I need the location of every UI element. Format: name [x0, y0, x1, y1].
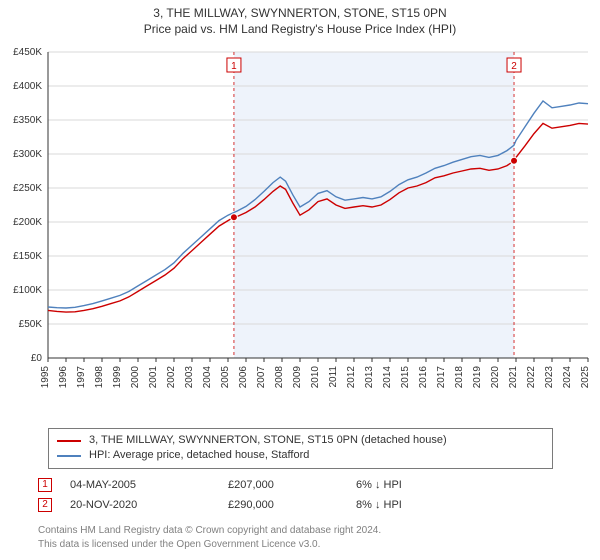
svg-text:£250K: £250K [13, 183, 42, 194]
legend-row: HPI: Average price, detached house, Staf… [57, 448, 544, 463]
sale-marker-icon: 2 [38, 498, 52, 512]
svg-text:2010: 2010 [310, 366, 321, 389]
sale-delta: 8% ↓ HPI [356, 499, 456, 511]
svg-text:2016: 2016 [418, 366, 429, 389]
svg-text:2012: 2012 [346, 366, 357, 389]
svg-text:£450K: £450K [13, 47, 42, 58]
svg-text:2009: 2009 [292, 366, 303, 389]
chart-svg: £0 £50K £100K £150K £200K £250K £300K £350K £400… [0, 44, 600, 414]
svg-text:2002: 2002 [166, 366, 177, 389]
svg-text:£0: £0 [31, 353, 43, 364]
attribution-line: This data is licensed under the Open Gov… [38, 538, 578, 552]
attribution-line: Contains HM Land Registry data © Crown c… [38, 524, 578, 538]
svg-text:1: 1 [231, 61, 237, 72]
svg-text:2022: 2022 [526, 366, 537, 389]
svg-text:£150K: £150K [13, 251, 42, 262]
legend-text: 3, THE MILLWAY, SWYNNERTON, STONE, ST15 … [89, 433, 447, 448]
sale-row: 1 04-MAY-2005 £207,000 6% ↓ HPI [38, 478, 558, 492]
svg-text:2019: 2019 [472, 366, 483, 389]
svg-text:2024: 2024 [562, 366, 573, 389]
legend-box: 3, THE MILLWAY, SWYNNERTON, STONE, ST15 … [48, 428, 553, 469]
sale-marker-icon: 1 [38, 478, 52, 492]
svg-text:2021: 2021 [508, 366, 519, 389]
legend-row: 3, THE MILLWAY, SWYNNERTON, STONE, ST15 … [57, 433, 544, 448]
svg-text:2007: 2007 [256, 366, 267, 389]
svg-text:£100K: £100K [13, 285, 42, 296]
svg-text:2003: 2003 [184, 366, 195, 389]
svg-text:2: 2 [511, 61, 517, 72]
svg-text:2018: 2018 [454, 366, 465, 389]
svg-text:2001: 2001 [148, 366, 159, 389]
svg-text:2005: 2005 [220, 366, 231, 389]
chart-area: £0 £50K £100K £150K £200K £250K £300K £350K £400… [0, 44, 600, 414]
svg-text:£300K: £300K [13, 149, 42, 160]
svg-text:2015: 2015 [400, 366, 411, 389]
svg-text:£50K: £50K [19, 319, 43, 330]
svg-text:£400K: £400K [13, 81, 42, 92]
chart-titles: 3, THE MILLWAY, SWYNNERTON, STONE, ST15 … [0, 0, 600, 36]
svg-text:£350K: £350K [13, 115, 42, 126]
svg-text:2014: 2014 [382, 366, 393, 389]
svg-text:1997: 1997 [76, 366, 87, 389]
svg-text:2004: 2004 [202, 366, 213, 389]
sale-row: 2 20-NOV-2020 £290,000 8% ↓ HPI [38, 498, 558, 512]
sales-table: 1 04-MAY-2005 £207,000 6% ↓ HPI 2 20-NOV… [38, 472, 558, 512]
attribution: Contains HM Land Registry data © Crown c… [38, 524, 578, 551]
sale-date: 04-MAY-2005 [70, 479, 210, 491]
svg-text:£200K: £200K [13, 217, 42, 228]
legend-text: HPI: Average price, detached house, Staf… [89, 448, 309, 463]
svg-text:1998: 1998 [94, 366, 105, 389]
svg-text:2013: 2013 [364, 366, 375, 389]
svg-text:2017: 2017 [436, 366, 447, 389]
sale-date: 20-NOV-2020 [70, 499, 210, 511]
title-address: 3, THE MILLWAY, SWYNNERTON, STONE, ST15 … [0, 6, 600, 20]
legend-swatch [57, 455, 81, 457]
svg-text:2011: 2011 [328, 366, 339, 388]
svg-text:2020: 2020 [490, 366, 501, 389]
svg-text:2006: 2006 [238, 366, 249, 389]
sale-delta: 6% ↓ HPI [356, 479, 456, 491]
sale-price: £290,000 [228, 499, 338, 511]
svg-text:2008: 2008 [274, 366, 285, 389]
title-desc: Price paid vs. HM Land Registry's House … [0, 22, 600, 36]
svg-text:2000: 2000 [130, 366, 141, 389]
svg-text:2025: 2025 [580, 366, 591, 389]
legend-swatch [57, 440, 81, 442]
svg-text:1999: 1999 [112, 366, 123, 389]
sale-price: £207,000 [228, 479, 338, 491]
svg-text:1996: 1996 [58, 366, 69, 389]
svg-text:1995: 1995 [40, 366, 51, 389]
svg-text:2023: 2023 [544, 366, 555, 389]
